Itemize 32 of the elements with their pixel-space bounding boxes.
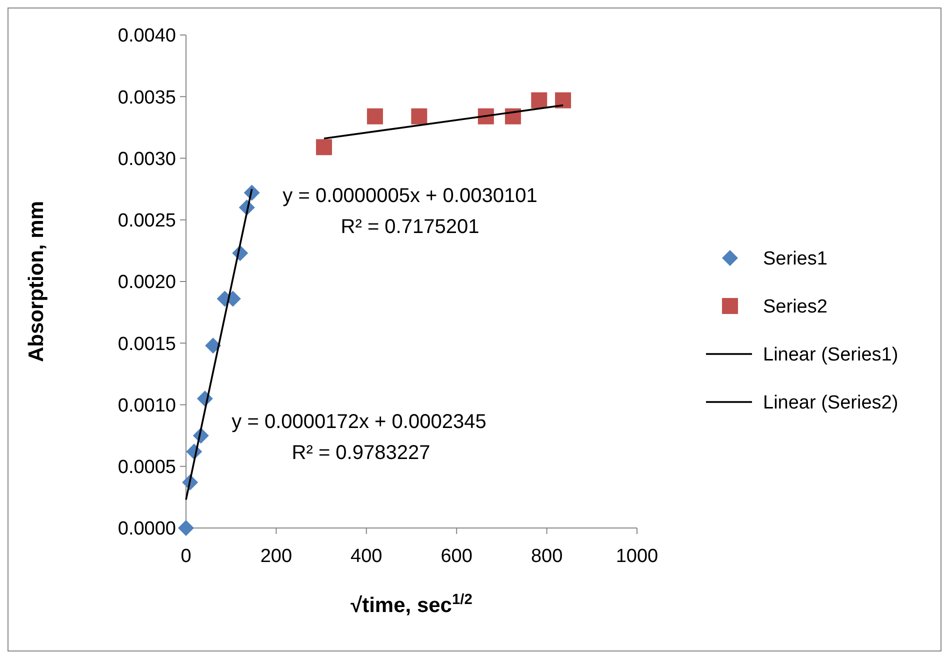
legend-label: Series1 <box>763 248 828 270</box>
y-tick-label: 0.0010 <box>118 395 176 416</box>
x-tick-label: 600 <box>440 546 472 567</box>
x-axis-title: √time, sec$^{1/2}$ <box>350 592 472 617</box>
y-axis-title: Absorption, mm <box>25 201 48 362</box>
y-tick-label: 0.0015 <box>118 334 176 355</box>
point <box>316 139 332 156</box>
point <box>555 92 572 108</box>
annotation: y = 0.0000005x + 0.0030101 <box>282 185 538 207</box>
x-tick-label: 0 <box>180 546 192 567</box>
y-tick-label: 0.0005 <box>118 457 176 478</box>
y-tick-label: 0.0035 <box>118 87 176 108</box>
annotation: R² = 0.9783227 <box>292 442 430 464</box>
x-tick-label: 800 <box>530 546 563 567</box>
point <box>366 108 383 124</box>
y-tick-label: 0.0020 <box>118 272 176 294</box>
legend-label: Linear (Series1) <box>763 344 898 366</box>
point <box>178 520 194 536</box>
y-tick-label: 0.0025 <box>118 210 176 232</box>
x-tick-label: 400 <box>350 546 382 567</box>
annotation: y = 0.0000172x + 0.0002345 <box>232 411 486 433</box>
legend-label: Series2 <box>763 296 828 318</box>
annotation: R² = 0.7175201 <box>340 216 480 238</box>
point <box>205 338 222 354</box>
y-tick-label: 0.0040 <box>118 26 176 47</box>
y-tick-label: 0.0030 <box>118 148 176 170</box>
point <box>531 92 548 108</box>
y-tick-label: 0.0000 <box>118 518 176 540</box>
point <box>411 108 428 124</box>
x-tick-label: 200 <box>260 546 292 567</box>
legend-label: Linear (Series2) <box>763 392 898 414</box>
x-tick-label: 1000 <box>616 546 658 567</box>
